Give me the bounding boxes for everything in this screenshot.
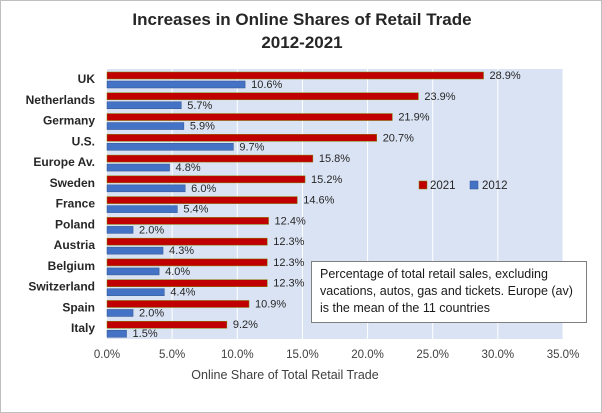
x-tick-label: 20.0% xyxy=(351,349,384,361)
data-label-2012: 5.7% xyxy=(187,100,212,112)
category-label: Italy xyxy=(71,321,95,335)
bar-2012 xyxy=(106,122,185,130)
x-tick-label: 10.0% xyxy=(221,349,254,361)
bar-2021 xyxy=(106,196,298,204)
bar-2012 xyxy=(106,143,234,151)
x-tick-label: 5.0% xyxy=(159,349,185,361)
legend-swatch-2021 xyxy=(418,180,428,190)
bar-2021 xyxy=(106,279,268,287)
data-label-2021: 10.9% xyxy=(255,298,286,310)
bar-2012 xyxy=(106,205,178,213)
data-label-2021: 12.3% xyxy=(273,236,304,248)
category-label: France xyxy=(56,197,96,211)
category-label: Netherlands xyxy=(26,93,96,107)
legend-swatch-2012 xyxy=(469,180,479,190)
data-label-2021: 28.9% xyxy=(490,70,521,82)
bar-2021 xyxy=(106,92,419,101)
data-label-2012: 5.4% xyxy=(183,204,208,216)
x-tick-label: 35.0% xyxy=(547,349,580,361)
data-label-2021: 21.9% xyxy=(398,112,429,124)
bar-2012 xyxy=(106,288,165,296)
category-label: Switzerland xyxy=(28,280,95,294)
category-label: Sweden xyxy=(50,176,95,190)
bar-2012 xyxy=(106,184,186,193)
category-label: Belgium xyxy=(48,259,95,273)
bar-2012 xyxy=(106,101,182,110)
data-label-2021: 12.3% xyxy=(273,257,304,269)
x-axis-label: Online Share of Total Retail Trade xyxy=(191,368,378,382)
bar-2021 xyxy=(106,300,250,308)
bar-2021 xyxy=(106,71,484,80)
bar-2012 xyxy=(106,309,134,317)
data-label-2021: 12.3% xyxy=(273,278,304,290)
data-label-2012: 2.0% xyxy=(139,224,164,236)
annotation-box: Percentage of total retail sales, exclud… xyxy=(311,261,587,323)
data-label-2021: 9.2% xyxy=(233,319,258,331)
category-label: Germany xyxy=(43,114,95,128)
bar-2012 xyxy=(106,329,127,338)
data-label-2021: 20.7% xyxy=(383,132,414,144)
bar-2012 xyxy=(106,267,160,276)
category-label: Poland xyxy=(55,217,95,231)
bar-2021 xyxy=(106,320,228,329)
bar-2021 xyxy=(106,134,377,142)
x-tick-label: 15.0% xyxy=(286,349,319,361)
category-label: UK xyxy=(78,72,96,86)
chart-subtitle: 2012-2021 xyxy=(261,33,343,52)
bar-2012 xyxy=(106,80,246,89)
data-label-2012: 1.5% xyxy=(133,328,158,340)
data-label-2021: 15.8% xyxy=(319,153,350,165)
chart-title: Increases in Online Shares of Retail Tra… xyxy=(132,10,472,29)
bar-2021 xyxy=(106,113,393,121)
data-label-2012: 4.0% xyxy=(165,266,190,278)
data-label-2021: 14.6% xyxy=(303,195,334,207)
bar-2012 xyxy=(106,163,170,172)
category-label: Austria xyxy=(54,238,96,252)
data-label-2012: 10.6% xyxy=(251,79,282,91)
data-label-2012: 6.0% xyxy=(191,183,216,195)
bar-2021 xyxy=(106,237,268,246)
category-label: U.S. xyxy=(72,134,95,148)
bar-2012 xyxy=(106,226,134,234)
data-label-2012: 9.7% xyxy=(239,141,264,153)
category-label: Europe Av. xyxy=(33,155,95,169)
data-label-2021: 23.9% xyxy=(424,91,455,103)
data-label-2012: 4.3% xyxy=(169,245,194,257)
data-label-2012: 4.4% xyxy=(170,287,195,299)
x-tick-label: 25.0% xyxy=(416,349,449,361)
data-label-2012: 4.8% xyxy=(176,162,201,174)
x-tick-label: 30.0% xyxy=(482,349,515,361)
data-label-2012: 5.9% xyxy=(190,121,215,133)
data-label-2021: 12.4% xyxy=(275,215,306,227)
bar-2021 xyxy=(106,258,268,267)
legend-label-2021: 2021 xyxy=(430,180,456,192)
data-label-2012: 2.0% xyxy=(139,307,164,319)
bar-2012 xyxy=(106,246,164,255)
legend-label-2012: 2012 xyxy=(482,180,508,192)
bar-2021 xyxy=(106,175,306,184)
x-tick-label: 0.0% xyxy=(94,349,120,361)
data-label-2021: 15.2% xyxy=(311,174,342,186)
bar-2021 xyxy=(106,154,314,163)
category-label: Spain xyxy=(62,300,95,314)
bar-2021 xyxy=(106,217,269,225)
